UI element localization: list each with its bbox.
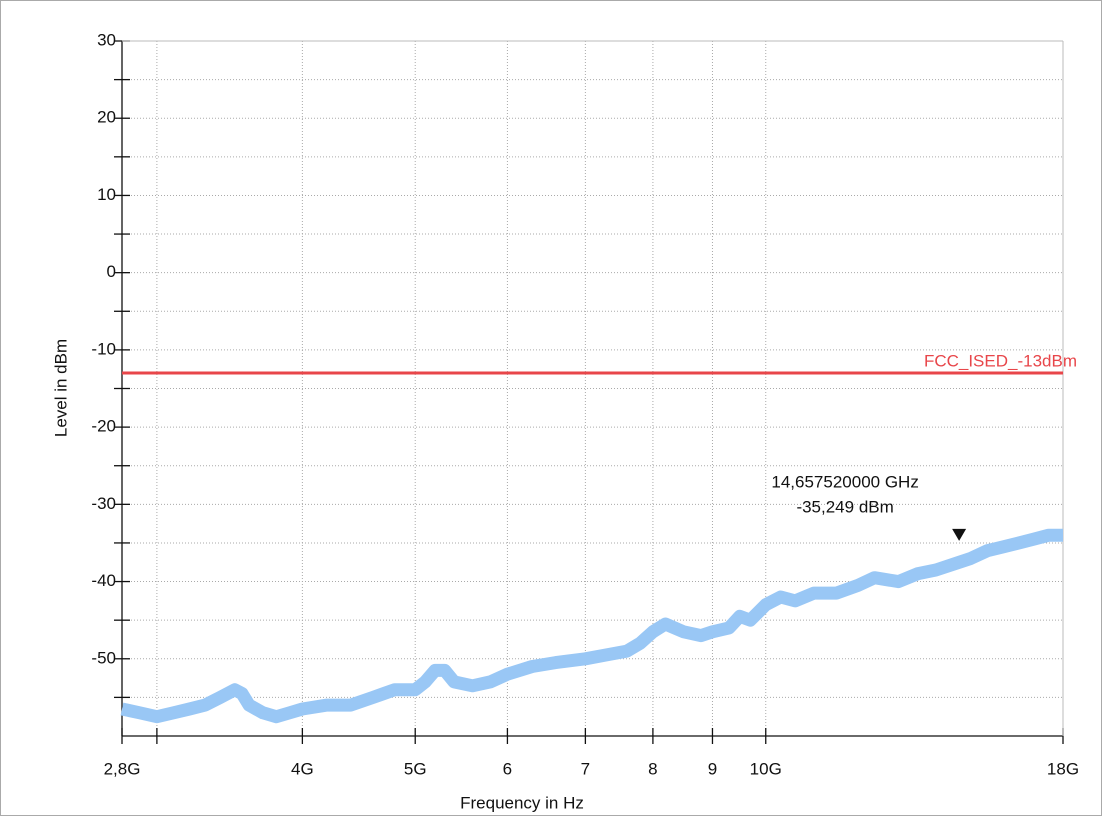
x-tick-label: 18G xyxy=(1047,759,1079,778)
marker-label: -35,249 dBm xyxy=(796,497,893,516)
x-axis-label: Frequency in Hz xyxy=(460,793,584,812)
x-tick-label: 4G xyxy=(291,759,314,778)
marker xyxy=(952,528,967,541)
y-tick-label: 0 xyxy=(107,262,116,281)
x-tick-label: 8 xyxy=(648,759,657,778)
limit-line-label: FCC_ISED_-13dBm xyxy=(924,352,1077,371)
y-tick-label: -10 xyxy=(91,339,116,358)
x-tick-label: 6 xyxy=(503,759,512,778)
y-tick-label: -20 xyxy=(91,417,116,436)
marker-label: 14,657520000 GHz xyxy=(771,472,918,491)
x-tick-label: 7 xyxy=(581,759,590,778)
y-tick-label: 10 xyxy=(97,185,116,204)
x-tick-label: 9 xyxy=(708,759,717,778)
y-tick-label: -40 xyxy=(91,571,116,590)
y-tick-label: 30 xyxy=(97,30,116,49)
y-tick-label: -50 xyxy=(91,648,116,667)
x-tick-label: 2,8G xyxy=(104,759,141,778)
y-tick-label: -30 xyxy=(91,494,116,513)
trace xyxy=(120,528,1063,724)
x-tick-label: 5G xyxy=(404,759,427,778)
x-tick-label: 10G xyxy=(750,759,782,778)
y-axis-label: Level in dBm xyxy=(51,339,70,437)
y-tick-label: 20 xyxy=(97,108,116,127)
